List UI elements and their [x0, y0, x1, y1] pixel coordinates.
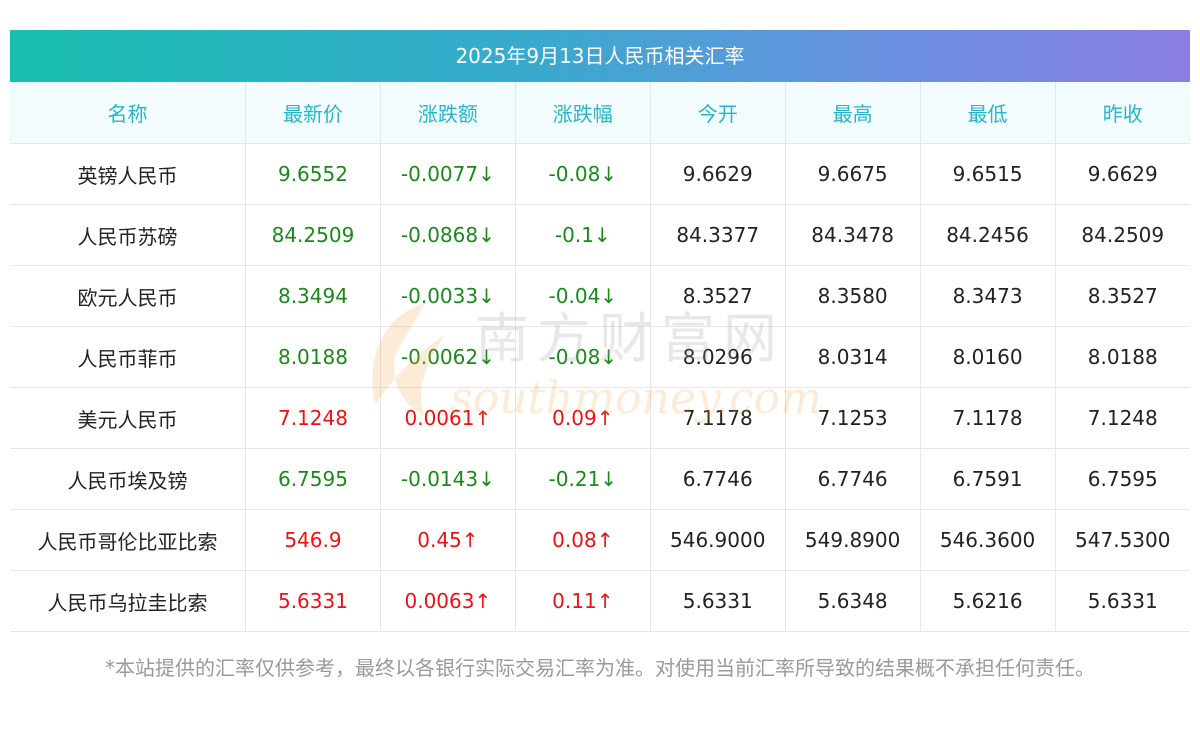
low-price: 8.3473: [919, 265, 1056, 327]
column-header-prev-close: 昨收: [1054, 82, 1190, 144]
open-price: 9.6629: [649, 143, 786, 205]
change-amount: -0.0077↓: [379, 143, 516, 205]
change-amount: -0.0143↓: [379, 448, 516, 510]
table-row: 人民币埃及镑 6.7595 -0.0143↓ -0.21↓ 6.7746 6.7746 6.…: [10, 448, 1190, 510]
change-amount: 0.0063↑: [379, 570, 516, 632]
table-row: 人民币苏磅 84.2509 -0.0868↓ -0.1↓ 84.3377 84.3478 8…: [10, 204, 1190, 266]
pair-name: 美元人民币: [10, 387, 246, 449]
low-price: 9.6515: [919, 143, 1056, 205]
latest-price: 8.0188: [245, 326, 381, 388]
latest-price: 9.6552: [245, 143, 381, 205]
prev-close: 9.6629: [1054, 143, 1190, 205]
change-percent: -0.21↓: [514, 448, 651, 510]
low-price: 8.0160: [919, 326, 1056, 388]
change-amount: 0.0061↑: [379, 387, 516, 449]
latest-price: 7.1248: [245, 387, 381, 449]
low-price: 546.3600: [919, 509, 1056, 571]
column-header-name: 名称: [10, 82, 246, 144]
low-price: 6.7591: [919, 448, 1056, 510]
rate-panel: 2025年9月13日人民币相关汇率 名称 最新价 涨跌额 涨跌幅 今开 最高 最…: [10, 30, 1190, 632]
high-price: 84.3478: [784, 204, 921, 266]
prev-close: 6.7595: [1054, 448, 1190, 510]
latest-price: 8.3494: [245, 265, 381, 327]
high-price: 9.6675: [784, 143, 921, 205]
table-row: 人民币菲币 8.0188 -0.0062↓ -0.08↓ 8.0296 8.0314 8.0…: [10, 326, 1190, 388]
prev-close: 84.2509: [1054, 204, 1190, 266]
open-price: 6.7746: [649, 448, 786, 510]
change-percent: -0.04↓: [514, 265, 651, 327]
prev-close: 8.3527: [1054, 265, 1190, 327]
low-price: 7.1178: [919, 387, 1056, 449]
change-percent: -0.1↓: [514, 204, 651, 266]
prev-close: 547.5300: [1054, 509, 1190, 571]
column-header-change: 涨跌额: [379, 82, 516, 144]
disclaimer-footnote: *本站提供的汇率仅供参考，最终以各银行实际交易汇率为准。对使用当前汇率所导致的结…: [105, 656, 1095, 680]
prev-close: 8.0188: [1054, 326, 1190, 388]
pair-name: 人民币乌拉圭比索: [10, 570, 246, 632]
table-row: 美元人民币 7.1248 0.0061↑ 0.09↑ 7.1178 7.1253 7.117…: [10, 387, 1190, 449]
pair-name: 英镑人民币: [10, 143, 246, 205]
high-price: 7.1253: [784, 387, 921, 449]
open-price: 7.1178: [649, 387, 786, 449]
change-percent: 0.09↑: [514, 387, 651, 449]
change-percent: 0.08↑: [514, 509, 651, 571]
low-price: 5.6216: [919, 570, 1056, 632]
prev-close: 7.1248: [1054, 387, 1190, 449]
table-row: 人民币乌拉圭比索 5.6331 0.0063↑ 0.11↑ 5.6331 5.6348 5.…: [10, 570, 1190, 632]
change-amount: -0.0868↓: [379, 204, 516, 266]
change-amount: -0.0062↓: [379, 326, 516, 388]
table-header-row: 名称 最新价 涨跌额 涨跌幅 今开 最高 最低 昨收: [10, 82, 1190, 144]
open-price: 84.3377: [649, 204, 786, 266]
table-row: 英镑人民币 9.6552 -0.0077↓ -0.08↓ 9.6629 9.6675 9.6…: [10, 143, 1190, 205]
open-price: 5.6331: [649, 570, 786, 632]
table-row: 欧元人民币 8.3494 -0.0033↓ -0.04↓ 8.3527 8.3580 8.3…: [10, 265, 1190, 327]
column-header-latest: 最新价: [245, 82, 381, 144]
high-price: 8.0314: [784, 326, 921, 388]
table-row: 人民币哥伦比亚比索 546.9 0.45↑ 0.08↑ 546.9000 549.8900…: [10, 509, 1190, 571]
open-price: 546.9000: [649, 509, 786, 571]
pair-name: 人民币埃及镑: [10, 448, 246, 510]
change-percent: -0.08↓: [514, 326, 651, 388]
prev-close: 5.6331: [1054, 570, 1190, 632]
latest-price: 84.2509: [245, 204, 381, 266]
high-price: 6.7746: [784, 448, 921, 510]
column-header-change-pct: 涨跌幅: [514, 82, 651, 144]
change-percent: -0.08↓: [514, 143, 651, 205]
high-price: 5.6348: [784, 570, 921, 632]
latest-price: 5.6331: [245, 570, 381, 632]
open-price: 8.0296: [649, 326, 786, 388]
high-price: 549.8900: [784, 509, 921, 571]
latest-price: 6.7595: [245, 448, 381, 510]
exchange-rate-table: 名称 最新价 涨跌额 涨跌幅 今开 最高 最低 昨收 英镑人民币 9.6552 -0…: [10, 82, 1190, 632]
table-title: 2025年9月13日人民币相关汇率: [10, 30, 1190, 82]
latest-price: 546.9: [245, 509, 381, 571]
high-price: 8.3580: [784, 265, 921, 327]
change-percent: 0.11↑: [514, 570, 651, 632]
pair-name: 欧元人民币: [10, 265, 246, 327]
low-price: 84.2456: [919, 204, 1056, 266]
change-amount: 0.45↑: [379, 509, 516, 571]
pair-name: 人民币菲币: [10, 326, 246, 388]
column-header-low: 最低: [919, 82, 1056, 144]
column-header-high: 最高: [784, 82, 921, 144]
pair-name: 人民币苏磅: [10, 204, 246, 266]
open-price: 8.3527: [649, 265, 786, 327]
column-header-open: 今开: [649, 82, 786, 144]
change-amount: -0.0033↓: [379, 265, 516, 327]
pair-name: 人民币哥伦比亚比索: [10, 509, 246, 571]
